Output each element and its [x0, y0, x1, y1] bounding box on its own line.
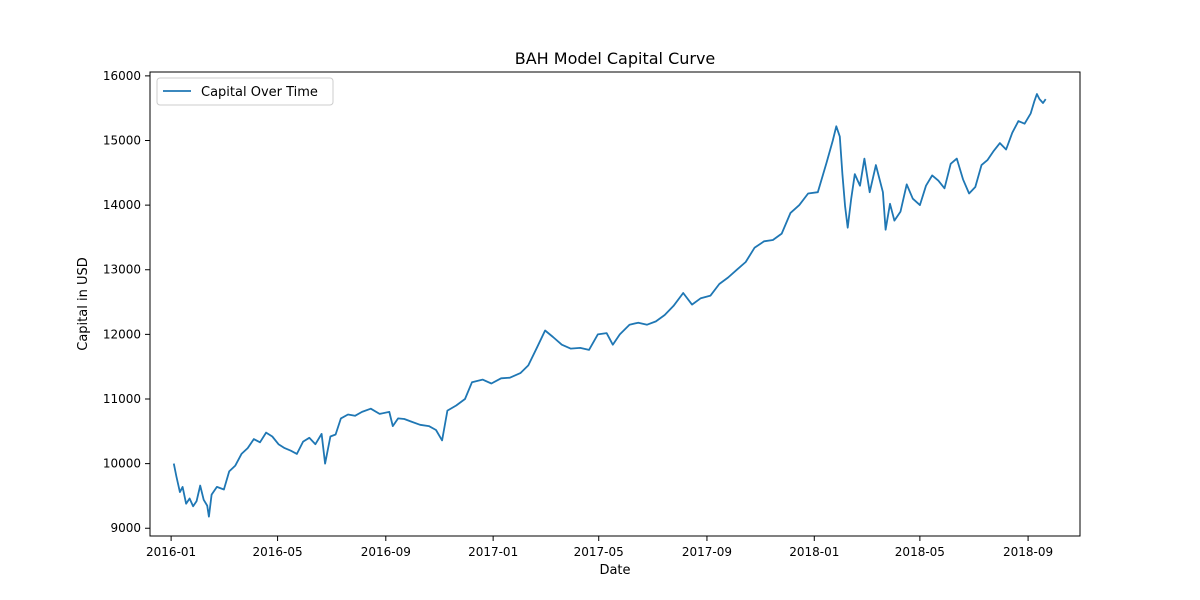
y-tick-label: 10000 — [103, 457, 141, 471]
x-tick-label: 2017-01 — [468, 545, 518, 559]
y-tick-label: 14000 — [103, 198, 141, 212]
x-tick-label: 2016-09 — [361, 545, 411, 559]
x-tick-label: 2018-09 — [1003, 545, 1053, 559]
series-line-capital-over-time — [172, 93, 1047, 518]
x-tick-label: 2018-01 — [789, 545, 839, 559]
x-tick-label: 2017-09 — [682, 545, 732, 559]
x-tick-label: 2017-05 — [574, 545, 624, 559]
x-tick-label: 2016-05 — [253, 545, 303, 559]
y-tick-label: 15000 — [103, 134, 141, 148]
legend-box — [156, 77, 334, 106]
x-tick-label: 2016-01 — [146, 545, 196, 559]
y-axis-ticks: 9000 10000 11000 12000 13000 14000 15000 16000 — [103, 69, 150, 535]
y-tick-label: 16000 — [103, 69, 141, 83]
y-tick-label: 11000 — [103, 392, 141, 406]
plot-frame — [149, 71, 1081, 537]
x-axis-label: Date — [599, 563, 630, 578]
x-tick-label: 2018-05 — [895, 545, 945, 559]
legend-label: Capital Over Time — [201, 85, 318, 100]
y-axis-label: Capital in USD — [76, 257, 91, 350]
legend: Capital Over Time — [156, 77, 334, 106]
y-tick-label: 9000 — [110, 521, 141, 535]
x-axis-ticks: 2016-01 2016-05 2016-09 2017-01 2017-05 2017-… — [146, 536, 1053, 559]
y-tick-label: 12000 — [103, 327, 141, 341]
y-tick-label: 13000 — [103, 263, 141, 277]
chart-title: BAH Model Capital Curve — [515, 49, 716, 68]
